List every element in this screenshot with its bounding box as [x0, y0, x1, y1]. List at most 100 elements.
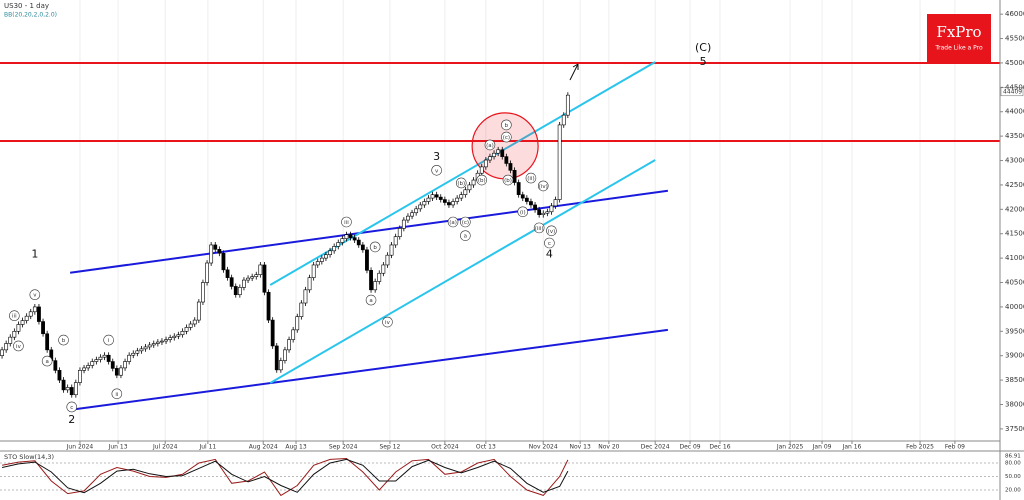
wave-circle	[29, 289, 41, 301]
wave-circle	[502, 174, 514, 186]
candle-body	[258, 264, 263, 276]
value-label: 86.91	[1005, 453, 1021, 459]
candle-body	[266, 291, 271, 321]
wave-label: i	[108, 338, 110, 344]
x-tick-label: Nov 2024	[529, 444, 558, 451]
wave-label: (a)	[486, 143, 494, 149]
wave-circle	[382, 316, 393, 328]
candle-body	[561, 114, 566, 126]
candle-body	[192, 319, 197, 325]
x-tick-label: Feb 09	[945, 444, 965, 451]
candle-body	[529, 201, 533, 206]
candle-body	[233, 286, 238, 296]
wave-circle	[455, 177, 467, 189]
wave-label: c	[548, 241, 551, 247]
wave-circle	[533, 222, 545, 234]
candle-body	[336, 242, 341, 247]
candle-body	[160, 340, 164, 343]
wave-circle	[546, 225, 557, 237]
wave-circle	[431, 164, 442, 176]
wave-label: (iv)	[539, 184, 548, 190]
y-tick-label: 42500	[1005, 181, 1024, 189]
y-tick-label: 50.00	[1005, 474, 1021, 480]
candle-body	[348, 234, 353, 238]
candle-body	[41, 321, 45, 335]
wave-circle	[111, 388, 123, 400]
candle-body	[229, 277, 234, 287]
candle-body	[172, 335, 177, 338]
candle-body	[188, 323, 193, 328]
y-tick-label: 43500	[1005, 132, 1024, 140]
indicator-line	[2, 457, 569, 497]
candle-body	[471, 179, 476, 186]
candle-body	[69, 387, 74, 396]
candle-body	[295, 316, 300, 331]
candle-body	[418, 204, 423, 210]
candle-body	[209, 244, 214, 264]
candle-body	[442, 199, 447, 203]
candle-body	[557, 124, 562, 200]
candle-body	[102, 354, 107, 358]
wave-label: iii	[344, 220, 349, 226]
wave-label: (b)	[457, 181, 465, 187]
wave-circle	[476, 174, 488, 186]
y-tick-label: 39500	[1005, 327, 1024, 335]
candle-body	[340, 238, 345, 243]
candle-body	[537, 209, 542, 215]
x-tick-label: Jan 16	[842, 444, 862, 451]
wave-circle	[460, 216, 471, 228]
y-tick-label: 41500	[1005, 230, 1024, 238]
candle-body	[262, 264, 267, 293]
wave-circle	[484, 139, 496, 151]
indicator-label: BB(20,20,2,0,2.0)	[4, 12, 57, 19]
wave-label: b	[62, 338, 66, 344]
candle-body	[217, 249, 222, 254]
candle-body	[324, 254, 328, 259]
candle-body	[467, 184, 472, 191]
candle-body	[164, 339, 168, 342]
candle-body	[397, 228, 402, 237]
wave-label: ii	[115, 392, 119, 398]
text-layer: 37500 38000 38500 39000 39500 40000 40500 41000…	[4, 10, 1024, 493]
candle-body	[565, 94, 570, 116]
x-tick-label: Jul 2024	[152, 444, 178, 451]
y-tick-label: 45000	[1005, 59, 1024, 67]
y-tick-label: 42000	[1005, 205, 1024, 213]
y-tick-label: 39000	[1005, 352, 1024, 360]
candle-body	[4, 343, 9, 351]
candle-body	[328, 250, 332, 256]
candle-body	[168, 337, 173, 340]
candle-body	[377, 272, 382, 282]
wave-circle	[517, 206, 529, 218]
candle-body	[37, 306, 41, 322]
candle-body	[488, 156, 492, 161]
candle-body	[78, 370, 82, 383]
x-tick-label: Dec 09	[679, 444, 700, 451]
candle-body	[311, 264, 316, 278]
y-tick-label: 38500	[1005, 376, 1024, 384]
candle-body	[225, 269, 230, 278]
candle-body	[73, 382, 78, 396]
x-tick-label: Dec 2024	[641, 444, 670, 451]
wave-label: (i)	[520, 210, 526, 216]
candle-body	[176, 334, 181, 337]
wave-circle	[58, 334, 69, 346]
candle-body	[278, 360, 283, 371]
candle-body	[438, 196, 443, 200]
candle-body	[455, 197, 460, 202]
candle-body	[307, 277, 312, 291]
wave-label: iv	[16, 344, 22, 350]
y-tick-label: 41000	[1005, 254, 1024, 262]
candle-body	[147, 344, 152, 348]
candle-body	[385, 254, 390, 266]
candle-body	[360, 244, 365, 251]
wave-circle	[9, 310, 20, 321]
candle-body	[414, 208, 419, 214]
candle-body	[492, 152, 496, 157]
candle-body	[291, 329, 296, 340]
wave-circle	[501, 119, 512, 131]
x-tick-label: Jan 09	[812, 444, 832, 451]
y-tick-label: 44000	[1005, 108, 1024, 116]
